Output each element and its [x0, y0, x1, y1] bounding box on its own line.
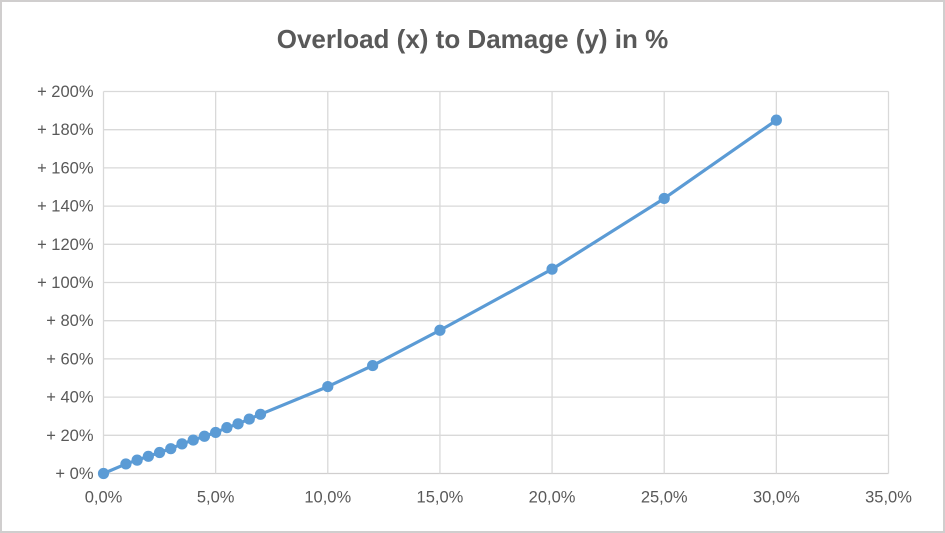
- x-tick-label: 20,0%: [529, 489, 576, 507]
- x-tick-label: 30,0%: [753, 489, 800, 507]
- data-point-marker: [97, 467, 110, 480]
- data-point-marker: [120, 458, 132, 470]
- data-point-marker: [221, 422, 233, 434]
- y-tick-label: + 40%: [46, 389, 94, 407]
- data-point-marker: [367, 359, 379, 372]
- y-tick-label: + 100%: [37, 274, 94, 292]
- x-tick-label: 15,0%: [417, 489, 464, 507]
- data-point-marker: [243, 413, 255, 425]
- x-tick-label: 10,0%: [304, 489, 351, 507]
- data-point-marker: [546, 263, 558, 275]
- y-tick-label: + 80%: [46, 312, 94, 330]
- chart-title: Overload (x) to Damage (y) in %: [276, 24, 669, 54]
- data-point-marker: [165, 443, 177, 455]
- data-point-marker: [153, 446, 166, 459]
- data-point-marker: [322, 380, 334, 393]
- data-point-marker: [142, 450, 154, 462]
- y-tick-label: + 60%: [46, 350, 94, 368]
- data-point-marker: [187, 434, 199, 446]
- y-tick-label: + 180%: [37, 121, 94, 139]
- y-tick-label: + 120%: [37, 236, 94, 254]
- x-tick-label: 25,0%: [641, 489, 688, 507]
- y-tick-label: + 160%: [37, 159, 94, 177]
- x-tick-label: 5,0%: [197, 489, 235, 507]
- x-tick-label: 35,0%: [865, 489, 912, 507]
- data-point-marker: [131, 454, 143, 466]
- data-point-marker: [198, 430, 211, 442]
- data-point-marker: [434, 324, 446, 336]
- data-point-marker: [254, 408, 267, 420]
- data-point-marker: [210, 426, 222, 439]
- x-tick-label: 0,0%: [85, 489, 123, 507]
- y-tick-label: + 0%: [55, 465, 93, 483]
- y-tick-label: + 200%: [37, 83, 94, 101]
- y-tick-label: + 140%: [37, 198, 94, 216]
- y-tick-label: + 20%: [46, 427, 94, 445]
- data-point-marker: [770, 114, 782, 126]
- data-point-marker: [232, 418, 244, 430]
- data-point-marker: [658, 192, 670, 205]
- data-point-marker: [176, 438, 188, 450]
